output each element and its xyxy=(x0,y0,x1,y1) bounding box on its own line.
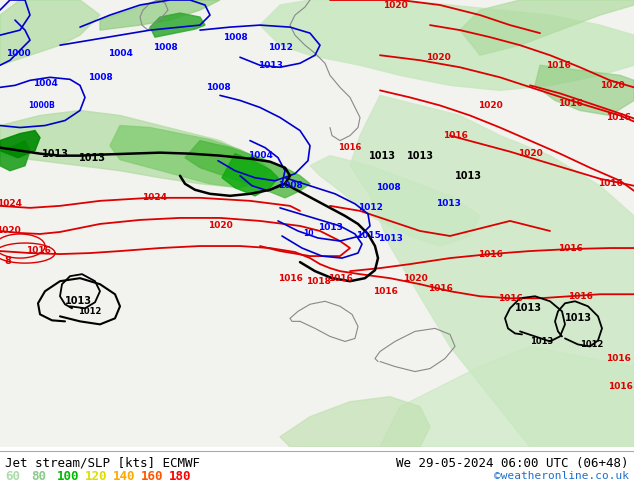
Text: 1013: 1013 xyxy=(564,313,592,323)
Text: 1018: 1018 xyxy=(306,277,330,286)
Text: 1013: 1013 xyxy=(318,223,342,232)
Polygon shape xyxy=(100,0,220,30)
Text: 1013: 1013 xyxy=(257,61,282,70)
Text: 1012: 1012 xyxy=(268,43,292,52)
Text: 140: 140 xyxy=(113,470,136,483)
Text: 1013: 1013 xyxy=(531,337,553,346)
Text: 1004: 1004 xyxy=(247,151,273,160)
Text: 1020: 1020 xyxy=(207,221,233,230)
Text: 1020: 1020 xyxy=(600,81,624,90)
Text: 1008: 1008 xyxy=(153,43,178,52)
Text: 1016: 1016 xyxy=(443,131,467,140)
Text: 8: 8 xyxy=(4,256,11,266)
Polygon shape xyxy=(185,141,310,198)
Text: 120: 120 xyxy=(85,470,108,483)
Polygon shape xyxy=(110,125,270,188)
Text: 1012: 1012 xyxy=(358,203,382,212)
Polygon shape xyxy=(222,154,278,196)
Text: 1008: 1008 xyxy=(375,183,401,192)
Text: 1016: 1016 xyxy=(546,61,571,70)
Text: ©weatheronline.co.uk: ©weatheronline.co.uk xyxy=(494,471,629,481)
Text: 10: 10 xyxy=(303,229,313,239)
Text: 1013: 1013 xyxy=(378,234,403,243)
Text: 1016: 1016 xyxy=(605,354,630,363)
Text: 60: 60 xyxy=(5,470,20,483)
Polygon shape xyxy=(260,0,634,90)
Polygon shape xyxy=(0,0,100,65)
Text: 1016: 1016 xyxy=(328,274,353,283)
Polygon shape xyxy=(0,130,40,158)
Text: 1008: 1008 xyxy=(223,33,247,42)
Text: 1004: 1004 xyxy=(32,79,58,88)
Text: 1016: 1016 xyxy=(498,294,522,303)
Text: 1016: 1016 xyxy=(278,274,302,283)
Text: 1016: 1016 xyxy=(567,292,592,301)
Text: 1016: 1016 xyxy=(598,179,623,188)
Text: 1016: 1016 xyxy=(427,284,453,293)
Polygon shape xyxy=(350,96,634,447)
Text: Jet stream/SLP [kts] ECMWF: Jet stream/SLP [kts] ECMWF xyxy=(5,457,200,470)
Text: 1016: 1016 xyxy=(477,249,502,259)
Text: 1016: 1016 xyxy=(605,113,630,122)
Polygon shape xyxy=(460,0,634,55)
Text: We 29-05-2024 06:00 UTC (06+48): We 29-05-2024 06:00 UTC (06+48) xyxy=(396,457,629,470)
Text: 1013: 1013 xyxy=(455,171,481,181)
Text: 1004: 1004 xyxy=(108,49,133,58)
Polygon shape xyxy=(150,13,205,37)
Polygon shape xyxy=(310,156,480,246)
Text: 1000B: 1000B xyxy=(29,101,55,110)
Text: 1016: 1016 xyxy=(25,245,51,254)
Text: 1012: 1012 xyxy=(79,307,101,316)
Text: 1016: 1016 xyxy=(607,382,633,391)
Text: 1013: 1013 xyxy=(368,150,396,161)
Text: 1013: 1013 xyxy=(41,148,68,159)
Text: 1020: 1020 xyxy=(0,226,20,236)
Text: 100: 100 xyxy=(57,470,79,483)
Text: 1013: 1013 xyxy=(436,199,460,208)
Text: 1020: 1020 xyxy=(383,0,408,9)
Text: 1000: 1000 xyxy=(6,49,30,58)
Text: 180: 180 xyxy=(169,470,191,483)
Text: 1008: 1008 xyxy=(205,83,230,92)
Polygon shape xyxy=(280,397,430,447)
Text: 1012: 1012 xyxy=(580,340,604,349)
Polygon shape xyxy=(380,346,634,447)
Text: 1016: 1016 xyxy=(557,244,583,252)
Text: 80: 80 xyxy=(31,470,46,483)
Polygon shape xyxy=(0,141,30,171)
Text: 1020: 1020 xyxy=(477,101,502,110)
Text: 1015: 1015 xyxy=(356,231,380,241)
Text: 1024: 1024 xyxy=(143,194,167,202)
Text: 1013: 1013 xyxy=(79,153,105,163)
Polygon shape xyxy=(0,0,634,447)
Text: 1020: 1020 xyxy=(403,274,427,283)
Polygon shape xyxy=(535,65,634,116)
Text: 160: 160 xyxy=(141,470,164,483)
Text: 1016: 1016 xyxy=(557,99,583,108)
Text: 1013: 1013 xyxy=(515,303,541,313)
Text: 1016: 1016 xyxy=(373,287,398,296)
Text: 1013: 1013 xyxy=(65,296,91,306)
Text: 1020: 1020 xyxy=(425,53,450,62)
Text: 1024: 1024 xyxy=(0,199,22,208)
Text: 1020: 1020 xyxy=(517,149,542,158)
Polygon shape xyxy=(0,110,270,188)
Text: 1008: 1008 xyxy=(87,73,112,82)
Text: 1008: 1008 xyxy=(278,181,302,190)
Text: 1013: 1013 xyxy=(406,150,434,161)
Text: 1016: 1016 xyxy=(339,143,361,152)
